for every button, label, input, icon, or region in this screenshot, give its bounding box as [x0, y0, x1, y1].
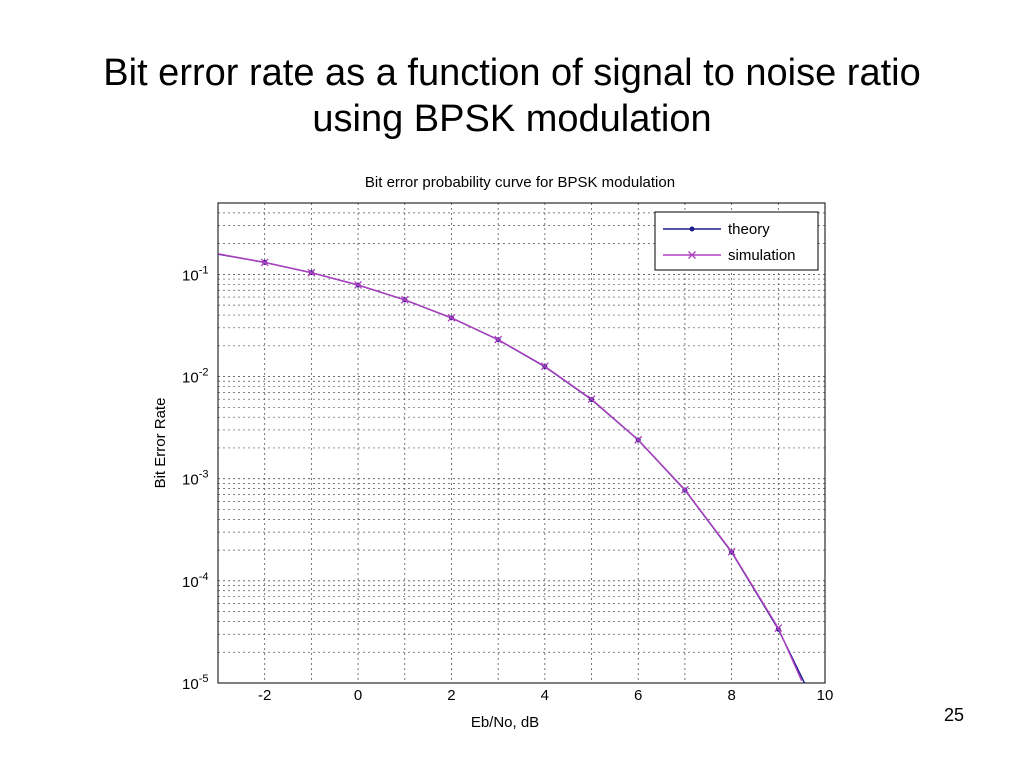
plot-frame — [217, 202, 826, 684]
x-tick-label: 10 — [817, 687, 834, 704]
y-tick-label: 10-2 — [182, 367, 208, 387]
data-point-simulation — [587, 395, 596, 404]
data-point-simulation — [774, 624, 783, 633]
data-point-simulation — [680, 485, 689, 494]
legend-marker-simulation — [688, 251, 696, 259]
y-axis-label: Bit Error Rate — [152, 398, 169, 489]
legend-box — [654, 211, 819, 271]
data-point-simulation — [634, 435, 643, 444]
slide-title: Bit error rate as a function of signal t… — [0, 50, 1024, 142]
grid — [218, 203, 825, 683]
legend: theory simulation — [654, 211, 819, 271]
y-tick-label: 10-4 — [182, 571, 208, 591]
axis-ticks: -2 0 2 4 6 8 10 10-1 10-2 10-3 10-4 10-5 — [182, 264, 833, 704]
series-line-simulation — [218, 253, 803, 682]
series-simulation — [218, 253, 803, 682]
chart-title: Bit error probability curve for BPSK mod… — [365, 174, 675, 191]
x-tick-label: 6 — [634, 687, 642, 704]
y-tick-label: 10-1 — [182, 264, 208, 284]
y-tick-label: 10-5 — [182, 673, 208, 693]
x-tick-label: 4 — [541, 687, 549, 704]
x-tick-label: -2 — [258, 687, 271, 704]
x-tick-label: 0 — [354, 687, 362, 704]
x-tick-label: 8 — [727, 687, 735, 704]
data-point-simulation — [260, 258, 269, 267]
page-number: 25 — [943, 705, 964, 725]
legend-marker-theory — [689, 226, 695, 232]
slide-title-line-1: Bit error rate as a function of signal t… — [103, 52, 921, 94]
x-axis-label: Eb/No, dB — [471, 714, 539, 731]
legend-label-theory: theory — [728, 221, 770, 238]
series-layer — [218, 253, 806, 683]
legend-label-simulation: simulation — [728, 247, 796, 264]
x-tick-label: 2 — [447, 687, 455, 704]
data-point-simulation — [400, 295, 409, 304]
data-point-simulation — [727, 547, 736, 556]
y-tick-label: 10-3 — [182, 469, 208, 489]
data-point-simulation — [307, 268, 316, 277]
data-point-simulation — [447, 313, 456, 322]
slide-title-line-2: using BPSK modulation — [312, 98, 712, 140]
data-point-simulation — [540, 362, 549, 371]
data-point-simulation — [354, 281, 363, 289]
data-point-simulation — [494, 335, 503, 344]
